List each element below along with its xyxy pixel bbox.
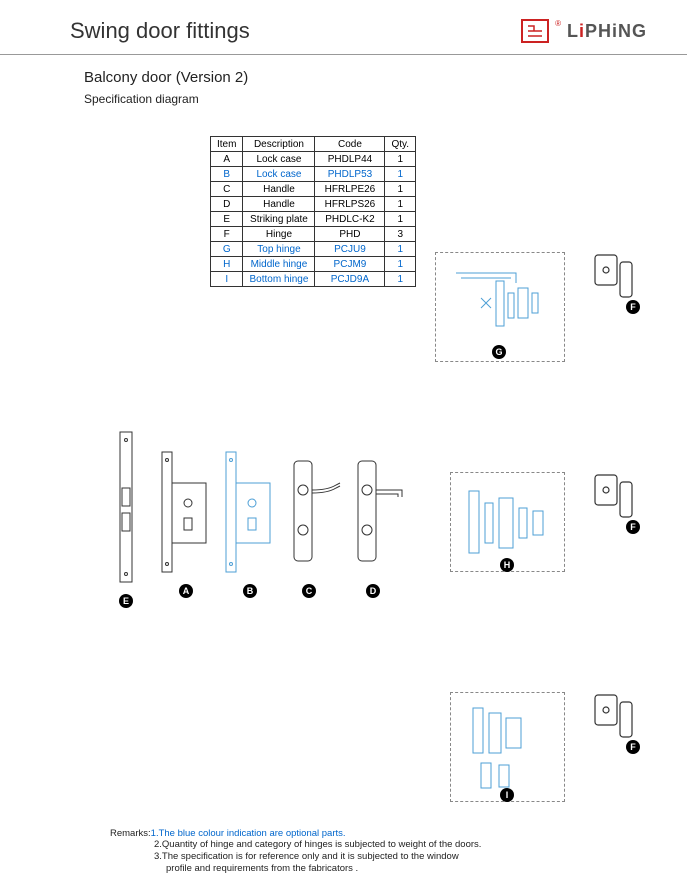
cell-item: H xyxy=(211,257,243,272)
badge-f-1: F xyxy=(626,300,640,314)
diagram-f-3 xyxy=(590,690,640,745)
th-qty: Qty. xyxy=(385,137,416,152)
table-row: HMiddle hingePCJM91 xyxy=(211,257,416,272)
cell-qty: 1 xyxy=(385,167,416,182)
cell-desc: Handle xyxy=(243,182,315,197)
cell-qty: 1 xyxy=(385,197,416,212)
logo-registered: ® xyxy=(555,19,561,28)
cell-qty: 1 xyxy=(385,272,416,287)
logo-mark-icon xyxy=(521,19,549,43)
subheader: Balcony door (Version 2) Specification d… xyxy=(0,55,687,106)
cell-item: A xyxy=(211,152,243,167)
badge-g: G xyxy=(492,345,506,359)
cell-code: PHD xyxy=(315,227,385,242)
badge-e: E xyxy=(119,594,133,608)
cell-item: F xyxy=(211,227,243,242)
table-row: EStriking platePHDLC-K21 xyxy=(211,212,416,227)
diagram-i-box xyxy=(450,692,565,802)
cell-desc: Lock case xyxy=(243,167,315,182)
badge-f-2: F xyxy=(626,520,640,534)
brand-logo: ® LiPHiNG xyxy=(521,19,647,43)
remark-3: 3.The specification is for reference onl… xyxy=(154,851,459,863)
table-row: CHandleHFRLPE261 xyxy=(211,182,416,197)
diagram-b xyxy=(222,448,277,578)
cell-code: PCJM9 xyxy=(315,257,385,272)
cell-qty: 1 xyxy=(385,152,416,167)
spec-label: Specification diagram xyxy=(84,92,687,106)
table-row: IBottom hingePCJD9A1 xyxy=(211,272,416,287)
diagram-a xyxy=(158,448,213,578)
cell-qty: 3 xyxy=(385,227,416,242)
cell-desc: Bottom hinge xyxy=(243,272,315,287)
badge-a: A xyxy=(179,584,193,598)
badge-b: B xyxy=(243,584,257,598)
table-row: DHandleHFRLPS261 xyxy=(211,197,416,212)
badge-i: I xyxy=(500,788,514,802)
handle-c-icon xyxy=(288,455,348,570)
badge-f-3: F xyxy=(626,740,640,754)
logo-l: L xyxy=(567,21,579,41)
hinge-f-icon xyxy=(590,250,640,305)
cell-desc: Lock case xyxy=(243,152,315,167)
cell-item: I xyxy=(211,272,243,287)
handle-d-icon xyxy=(352,455,412,570)
table-row: GTop hingePCJU91 xyxy=(211,242,416,257)
cell-code: PCJD9A xyxy=(315,272,385,287)
badge-h: H xyxy=(500,558,514,572)
cell-code: HFRLPS26 xyxy=(315,197,385,212)
cell-desc: Top hinge xyxy=(243,242,315,257)
remark-2: 2.Quantity of hinge and category of hing… xyxy=(154,839,481,851)
page-header: Swing door fittings ® LiPHiNG xyxy=(0,0,687,55)
striking-plate-icon xyxy=(116,428,136,588)
diagram-d xyxy=(352,455,412,570)
logo-text: LiPHiNG xyxy=(567,21,647,42)
remarks-block: Remarks:1.The blue colour indication are… xyxy=(110,828,481,876)
table-row: FHingePHD3 xyxy=(211,227,416,242)
cell-qty: 1 xyxy=(385,242,416,257)
lockcase-b-icon xyxy=(222,448,277,578)
lockcase-a-icon xyxy=(158,448,213,578)
cell-code: HFRLPE26 xyxy=(315,182,385,197)
page-title: Swing door fittings xyxy=(70,18,250,44)
cell-qty: 1 xyxy=(385,212,416,227)
remarks-label: Remarks: xyxy=(110,828,151,839)
cell-item: E xyxy=(211,212,243,227)
cell-qty: 1 xyxy=(385,257,416,272)
diagram-c xyxy=(288,455,348,570)
cell-code: PCJU9 xyxy=(315,242,385,257)
remark-1: 1.The blue colour indication are optiona… xyxy=(151,828,346,839)
product-title: Balcony door (Version 2) xyxy=(84,69,687,86)
hinge-i-icon xyxy=(451,693,566,803)
diagram-h-box xyxy=(450,472,565,572)
cell-code: PHDLP53 xyxy=(315,167,385,182)
table-row: ALock casePHDLP441 xyxy=(211,152,416,167)
cell-desc: Hinge xyxy=(243,227,315,242)
badge-d: D xyxy=(366,584,380,598)
table-row: BLock casePHDLP531 xyxy=(211,167,416,182)
cell-item: D xyxy=(211,197,243,212)
hinge-f-icon-2 xyxy=(590,470,640,525)
cell-qty: 1 xyxy=(385,182,416,197)
remark-3b: profile and requirements from the fabric… xyxy=(166,863,358,875)
hinge-f-icon-3 xyxy=(590,690,640,745)
cell-desc: Middle hinge xyxy=(243,257,315,272)
cell-code: PHDLP44 xyxy=(315,152,385,167)
th-desc: Description xyxy=(243,137,315,152)
cell-item: C xyxy=(211,182,243,197)
th-code: Code xyxy=(315,137,385,152)
th-item: Item xyxy=(211,137,243,152)
cell-code: PHDLC-K2 xyxy=(315,212,385,227)
cell-desc: Striking plate xyxy=(243,212,315,227)
cell-item: G xyxy=(211,242,243,257)
badge-c: C xyxy=(302,584,316,598)
cell-desc: Handle xyxy=(243,197,315,212)
cell-item: B xyxy=(211,167,243,182)
logo-rest: PHiNG xyxy=(585,21,647,41)
spec-table: Item Description Code Qty. ALock casePHD… xyxy=(210,136,416,287)
diagram-f-1 xyxy=(590,250,640,305)
diagram-e xyxy=(116,428,136,588)
diagram-f-2 xyxy=(590,470,640,525)
